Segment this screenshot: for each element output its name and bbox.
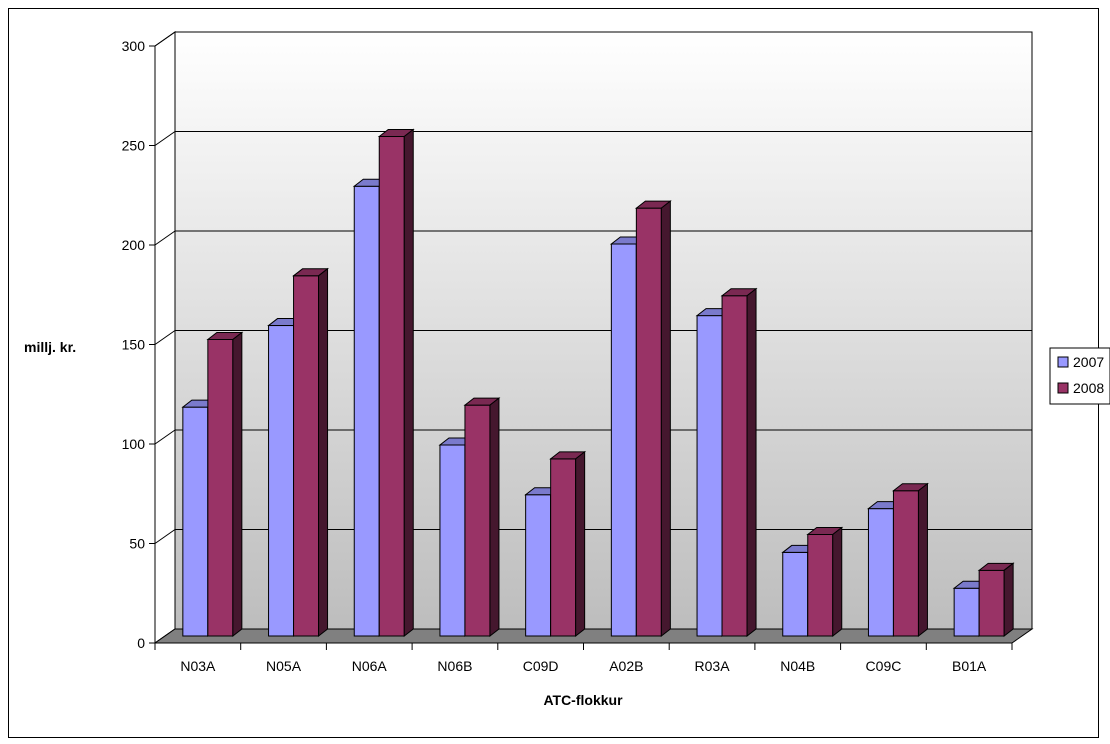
bar-2008-N03A — [206, 331, 244, 638]
bar-front — [892, 490, 919, 637]
bar-front — [439, 444, 466, 637]
bar-side — [232, 331, 243, 638]
bar-side — [318, 267, 329, 638]
bar-side — [403, 128, 414, 638]
bar-front — [182, 406, 209, 637]
y-tick-label: 100 — [122, 436, 146, 452]
bar-2008-B01A — [977, 562, 1015, 638]
y-tick-label: 0 — [137, 635, 145, 651]
legend-label: 2007 — [1073, 354, 1104, 370]
bar-2008-N06B — [463, 397, 501, 638]
bar-front — [464, 404, 491, 637]
bar-front — [525, 494, 552, 637]
bar-front — [635, 207, 662, 637]
gridline-side — [154, 529, 176, 544]
x-tick-label: C09D — [523, 658, 559, 674]
bar-front — [353, 185, 380, 637]
bar-2008-N04B — [806, 526, 844, 638]
bar-front — [268, 325, 295, 637]
bar-front — [953, 587, 980, 637]
y-tick-label: 300 — [122, 38, 146, 54]
bar-side — [917, 482, 928, 638]
gridline-side — [154, 131, 176, 146]
bar-2008-C09D — [549, 450, 587, 638]
y-tick-label: 50 — [129, 536, 145, 552]
bar-side — [746, 287, 757, 638]
x-tick-label: N04B — [780, 658, 815, 674]
bar-front — [721, 295, 748, 637]
legend-swatch — [1057, 382, 1069, 394]
x-tick-label: A02B — [609, 658, 643, 674]
bar-2008-C09C — [891, 482, 929, 638]
x-tick-label: C09C — [866, 658, 902, 674]
bar-front — [782, 551, 809, 637]
bar-side — [489, 397, 500, 638]
x-tick-label: N05A — [266, 658, 302, 674]
bar-side — [575, 450, 586, 638]
bar-front — [610, 243, 637, 637]
y-tick-label: 200 — [122, 237, 146, 253]
bar-2008-N05A — [292, 267, 330, 638]
x-axis: N03A N05A N06A N06B C09D A02B R03A N04B C09C B01A — [154, 642, 1013, 674]
legend: 2007 2008 — [1049, 347, 1110, 405]
gridline-side — [154, 330, 176, 345]
x-axis-title: ATC-flokkur — [543, 692, 623, 708]
bar-front — [807, 534, 834, 637]
y-axis-title: millj. kr. — [24, 339, 76, 355]
bar-2008-A02B — [634, 200, 672, 638]
gridline-side — [154, 31, 176, 47]
y-tick-label: 150 — [122, 337, 146, 353]
bar-side — [832, 526, 843, 638]
bar-side — [660, 200, 671, 638]
x-tick-label: N06B — [437, 658, 472, 674]
x-tick-label: N06A — [352, 658, 388, 674]
x-tick-label: B01A — [952, 658, 987, 674]
bar-2008-N06A — [377, 128, 415, 638]
bar-front — [696, 315, 723, 637]
x-tick-label: N03A — [180, 658, 216, 674]
bar-front — [978, 569, 1005, 637]
bar-front — [378, 136, 405, 637]
bar-front — [550, 458, 577, 637]
legend-swatch — [1057, 356, 1069, 368]
bar-front — [293, 275, 320, 637]
bar-front — [207, 338, 234, 637]
bar-side — [1003, 562, 1014, 638]
bar-2008-R03A — [720, 287, 758, 638]
legend-label: 2008 — [1073, 380, 1104, 396]
gridline-side — [154, 230, 176, 246]
y-tick-label: 250 — [122, 138, 146, 154]
gridline-side — [154, 429, 176, 445]
bars — [181, 128, 1015, 638]
y-axis: 0 50 100 150 200 250 300 — [122, 38, 156, 651]
bar-front — [867, 508, 894, 637]
x-tick-label: R03A — [695, 658, 731, 674]
